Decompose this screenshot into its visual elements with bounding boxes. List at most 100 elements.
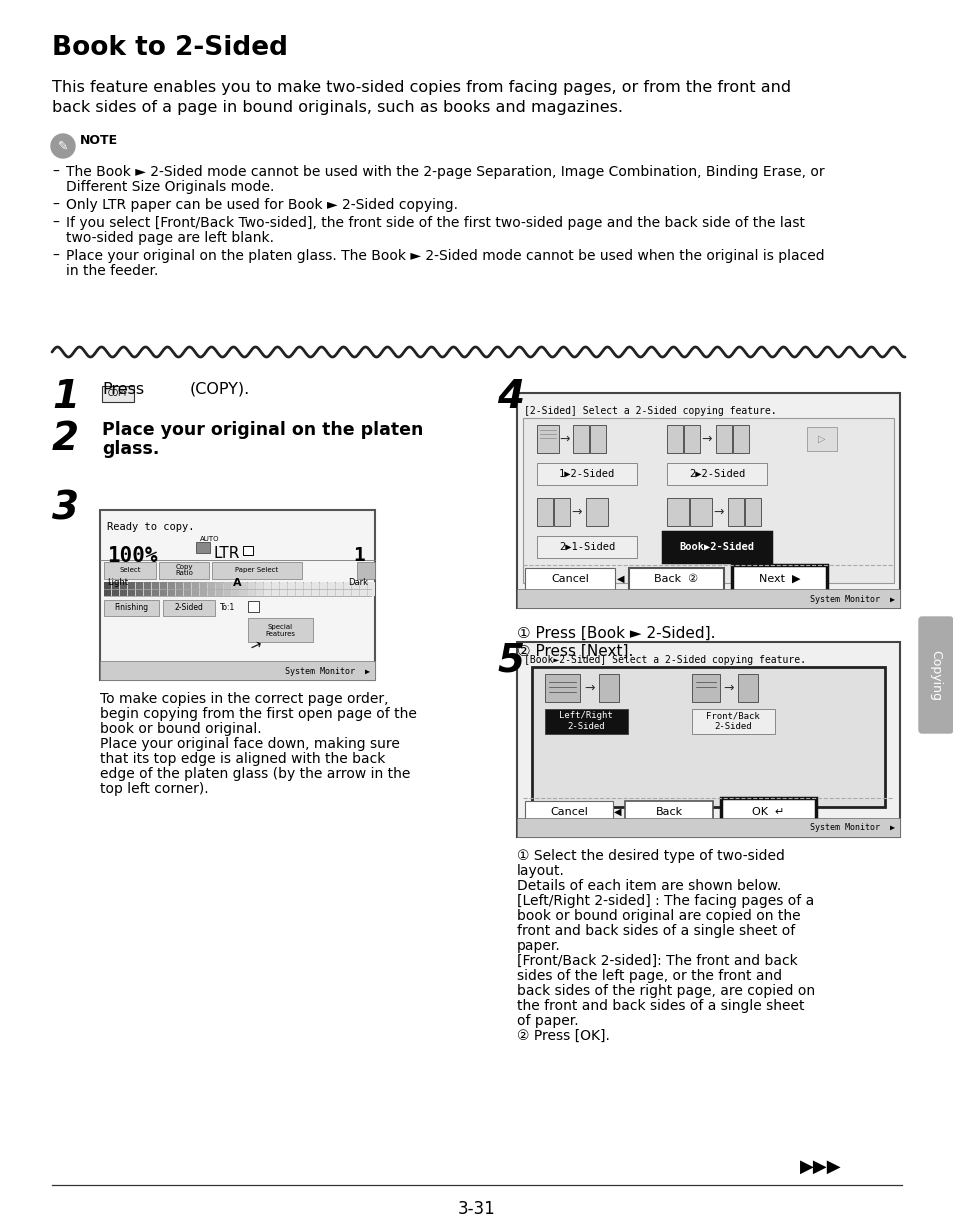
Bar — [104, 600, 159, 616]
Bar — [112, 582, 119, 596]
Text: ◀: ◀ — [617, 574, 624, 584]
Bar — [517, 589, 899, 609]
Bar — [215, 582, 223, 596]
Text: layout.: layout. — [517, 864, 564, 879]
Text: Finishing: Finishing — [113, 604, 148, 612]
Text: Back  ②: Back ② — [653, 574, 698, 584]
Bar — [666, 536, 766, 558]
Text: ① Select the desired type of two-sided: ① Select the desired type of two-sided — [517, 849, 784, 863]
Bar — [666, 463, 766, 485]
Text: begin copying from the first open page of the: begin copying from the first open page o… — [100, 707, 416, 721]
Text: LTR: LTR — [213, 546, 240, 561]
Bar — [102, 387, 133, 402]
Text: Front/Back
2-Sided: Front/Back 2-Sided — [705, 712, 760, 731]
Text: 3: 3 — [52, 490, 79, 528]
Text: Place your original on the platen glass. The Book ► 2-Sided mode cannot be used : Place your original on the platen glass.… — [66, 249, 823, 263]
Text: ↗: ↗ — [247, 638, 263, 654]
Bar — [240, 582, 247, 596]
Bar — [731, 564, 826, 593]
Text: Select: Select — [119, 567, 141, 573]
Bar — [537, 463, 637, 485]
Bar — [691, 674, 720, 702]
Text: Book to 2-Sided: Book to 2-Sided — [52, 36, 288, 61]
Bar — [212, 562, 302, 579]
Text: two-sided page are left blank.: two-sided page are left blank. — [66, 231, 274, 245]
Bar — [160, 582, 167, 596]
Text: –: – — [52, 216, 59, 229]
Text: 5: 5 — [497, 642, 523, 680]
Bar — [585, 498, 607, 526]
Bar — [120, 582, 127, 596]
Bar — [517, 642, 899, 837]
Bar — [100, 510, 375, 680]
Text: OK  ↵: OK ↵ — [751, 807, 783, 817]
Bar — [100, 661, 375, 680]
Bar — [738, 674, 758, 702]
Bar — [537, 425, 558, 453]
Text: ② Press [OK].: ② Press [OK]. — [517, 1029, 609, 1043]
Text: 2▶2-Sided: 2▶2-Sided — [688, 469, 744, 479]
Bar — [312, 582, 318, 596]
Bar — [727, 498, 743, 526]
Bar — [691, 709, 774, 734]
Text: 2: 2 — [52, 420, 79, 458]
Text: 4: 4 — [497, 378, 523, 416]
Text: paper.: paper. — [517, 939, 560, 953]
Text: (COPY).: (COPY). — [190, 382, 250, 398]
Bar — [683, 425, 700, 453]
Text: back sides of a page in bound originals, such as books and magazines.: back sides of a page in bound originals,… — [52, 99, 622, 115]
Text: →: → — [559, 432, 570, 445]
Text: Press: Press — [102, 382, 144, 398]
Bar — [192, 582, 199, 596]
Text: System Monitor  ▶: System Monitor ▶ — [809, 823, 894, 832]
Bar — [335, 582, 343, 596]
Bar — [232, 582, 239, 596]
Text: ▷: ▷ — [818, 434, 825, 444]
Bar — [524, 801, 613, 823]
Bar — [248, 618, 313, 642]
Text: Ready to copy.: Ready to copy. — [107, 521, 194, 533]
Text: This feature enables you to make two-sided copies from facing pages, or from the: This feature enables you to make two-sid… — [52, 80, 790, 94]
Text: Place your original face down, making sure: Place your original face down, making su… — [100, 737, 399, 751]
Bar — [264, 582, 271, 596]
Bar — [544, 709, 627, 734]
Text: 1▶2-Sided: 1▶2-Sided — [558, 469, 615, 479]
Text: Cancel: Cancel — [551, 574, 588, 584]
Text: 2▶1-Sided: 2▶1-Sided — [558, 542, 615, 552]
Text: Paper Select: Paper Select — [235, 567, 278, 573]
Bar — [359, 582, 367, 596]
Bar — [168, 582, 174, 596]
Text: Light: Light — [107, 578, 128, 587]
Text: edge of the platen glass (by the arrow in the: edge of the platen glass (by the arrow i… — [100, 767, 410, 782]
Bar — [716, 425, 731, 453]
Bar — [159, 562, 209, 579]
Text: NOTE: NOTE — [80, 135, 118, 147]
Bar — [224, 582, 231, 596]
Bar — [537, 536, 637, 558]
Text: If you select [Front/Back Two-sided], the front side of the first two-sided page: If you select [Front/Back Two-sided], th… — [66, 216, 804, 229]
Text: 1: 1 — [52, 378, 79, 416]
Bar — [532, 667, 884, 807]
Bar — [248, 601, 258, 612]
Text: in the feeder.: in the feeder. — [66, 264, 158, 279]
Text: book or bound original.: book or bound original. — [100, 721, 261, 736]
Text: System Monitor  ▶: System Monitor ▶ — [285, 666, 370, 676]
Bar — [806, 427, 836, 452]
Text: –: – — [52, 164, 59, 179]
Bar — [352, 582, 358, 596]
Bar — [689, 498, 711, 526]
Bar — [104, 582, 371, 596]
Text: Next  ▶: Next ▶ — [759, 574, 800, 584]
Bar — [666, 498, 688, 526]
Bar — [295, 582, 303, 596]
Text: →: → — [701, 432, 712, 445]
Bar — [136, 582, 143, 596]
Bar — [522, 418, 893, 583]
Text: Different Size Originals mode.: Different Size Originals mode. — [66, 180, 274, 194]
Bar — [319, 582, 327, 596]
Text: COPY: COPY — [108, 389, 128, 399]
Text: ▶▶▶: ▶▶▶ — [800, 1158, 841, 1175]
Bar — [175, 582, 183, 596]
Bar — [152, 582, 159, 596]
Text: that its top edge is aligned with the back: that its top edge is aligned with the ba… — [100, 752, 385, 766]
